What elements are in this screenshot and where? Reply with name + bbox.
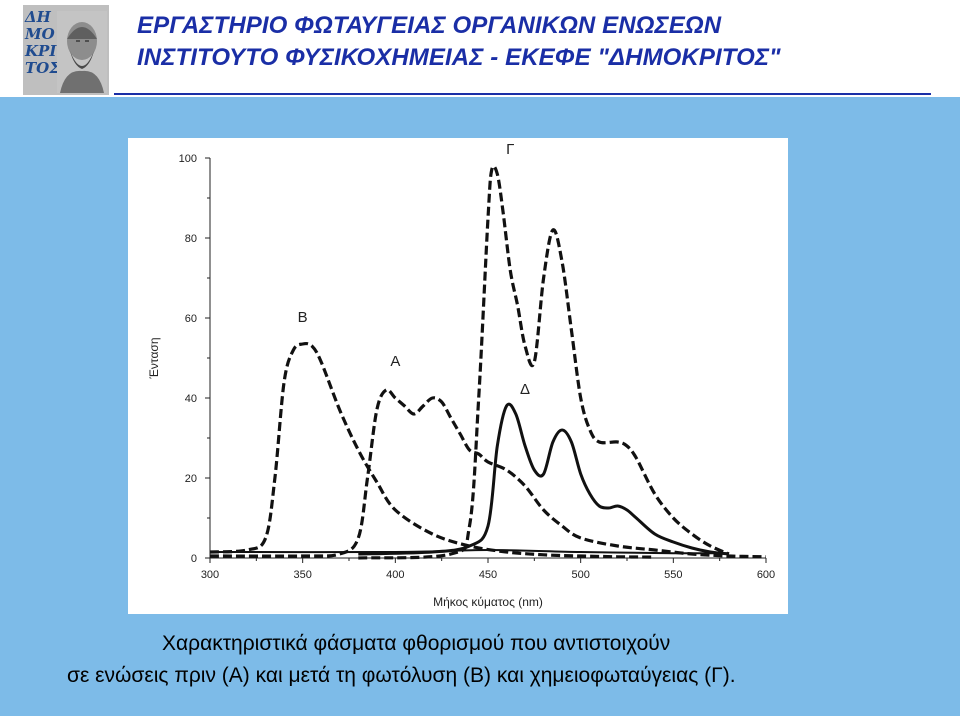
chart-axes: 300 350 400 450 500 550 600 0 20 40 60 80 100 Μήκος κ… bbox=[147, 153, 775, 609]
x-axis-label: Μήκος κύματος (nm) bbox=[433, 595, 543, 609]
y-tick-label: 20 bbox=[185, 473, 197, 485]
y-tick-label: 0 bbox=[191, 553, 197, 565]
bust-icon bbox=[57, 11, 107, 93]
series-line-baseline bbox=[209, 549, 729, 555]
logo-lettering: ΔΗ ΜΟ ΚΡΙ ΤΟΣ bbox=[25, 8, 60, 77]
x-tick-label: 500 bbox=[571, 569, 589, 581]
y-tick-label: 100 bbox=[179, 153, 197, 165]
header-divider bbox=[114, 93, 931, 95]
series-line-B bbox=[209, 341, 655, 559]
y-axis-label: Ένταση bbox=[147, 338, 161, 380]
caption-line-1: Χαρακτηριστικά φάσματα φθορισμού που αντ… bbox=[162, 632, 671, 655]
curve-label-D: Δ bbox=[520, 381, 530, 398]
x-tick-label: 600 bbox=[757, 569, 775, 581]
x-tick-label: 300 bbox=[201, 569, 219, 581]
institute-title: ΙΝΣΤΙΤΟΥΤΟ ΦΥΣΙΚΟΧΗΜΕΙΑΣ - ΕΚΕΦΕ "ΔΗΜΟΚΡ… bbox=[137, 44, 781, 71]
header: ΔΗ ΜΟ ΚΡΙ ΤΟΣ ΕΡΓΑΣΤΗΡΙΟ ΦΩΤΑΥΓΕΙΑΣ ΟΡΓΑ… bbox=[0, 0, 960, 97]
lab-title: ΕΡΓΑΣΤΗΡΙΟ ΦΩΤΑΥΓΕΙΑΣ ΟΡΓΑΝΙΚΩΝ ΕΝΩΣΕΩΝ bbox=[137, 12, 722, 39]
democritus-logo: ΔΗ ΜΟ ΚΡΙ ΤΟΣ bbox=[23, 5, 109, 95]
chart-curve-labels: Β Α Γ Δ bbox=[298, 141, 530, 398]
y-tick-label: 80 bbox=[185, 233, 197, 245]
curve-label-B: Α bbox=[390, 353, 400, 370]
series-line-G bbox=[358, 164, 730, 560]
x-tick-label: 550 bbox=[664, 569, 682, 581]
chart-svg: 300 350 400 450 500 550 600 0 20 40 60 80 100 Μήκος κ… bbox=[147, 141, 775, 609]
series-line-D bbox=[358, 402, 730, 556]
x-tick-label: 400 bbox=[386, 569, 404, 581]
y-tick-label: 60 bbox=[185, 313, 197, 325]
curve-label-G: Γ bbox=[506, 141, 514, 158]
chart-series bbox=[209, 164, 767, 560]
spectrum-chart: 300 350 400 450 500 550 600 0 20 40 60 80 100 Μήκος κ… bbox=[128, 138, 788, 614]
y-tick-label: 40 bbox=[185, 393, 197, 405]
curve-label-A: Β bbox=[298, 309, 308, 326]
series-line-A bbox=[209, 388, 767, 559]
caption-line-2: σε ενώσεις πριν (Α) και μετά τη φωτόλυση… bbox=[67, 664, 736, 687]
x-tick-label: 350 bbox=[293, 569, 311, 581]
x-tick-label: 450 bbox=[479, 569, 497, 581]
